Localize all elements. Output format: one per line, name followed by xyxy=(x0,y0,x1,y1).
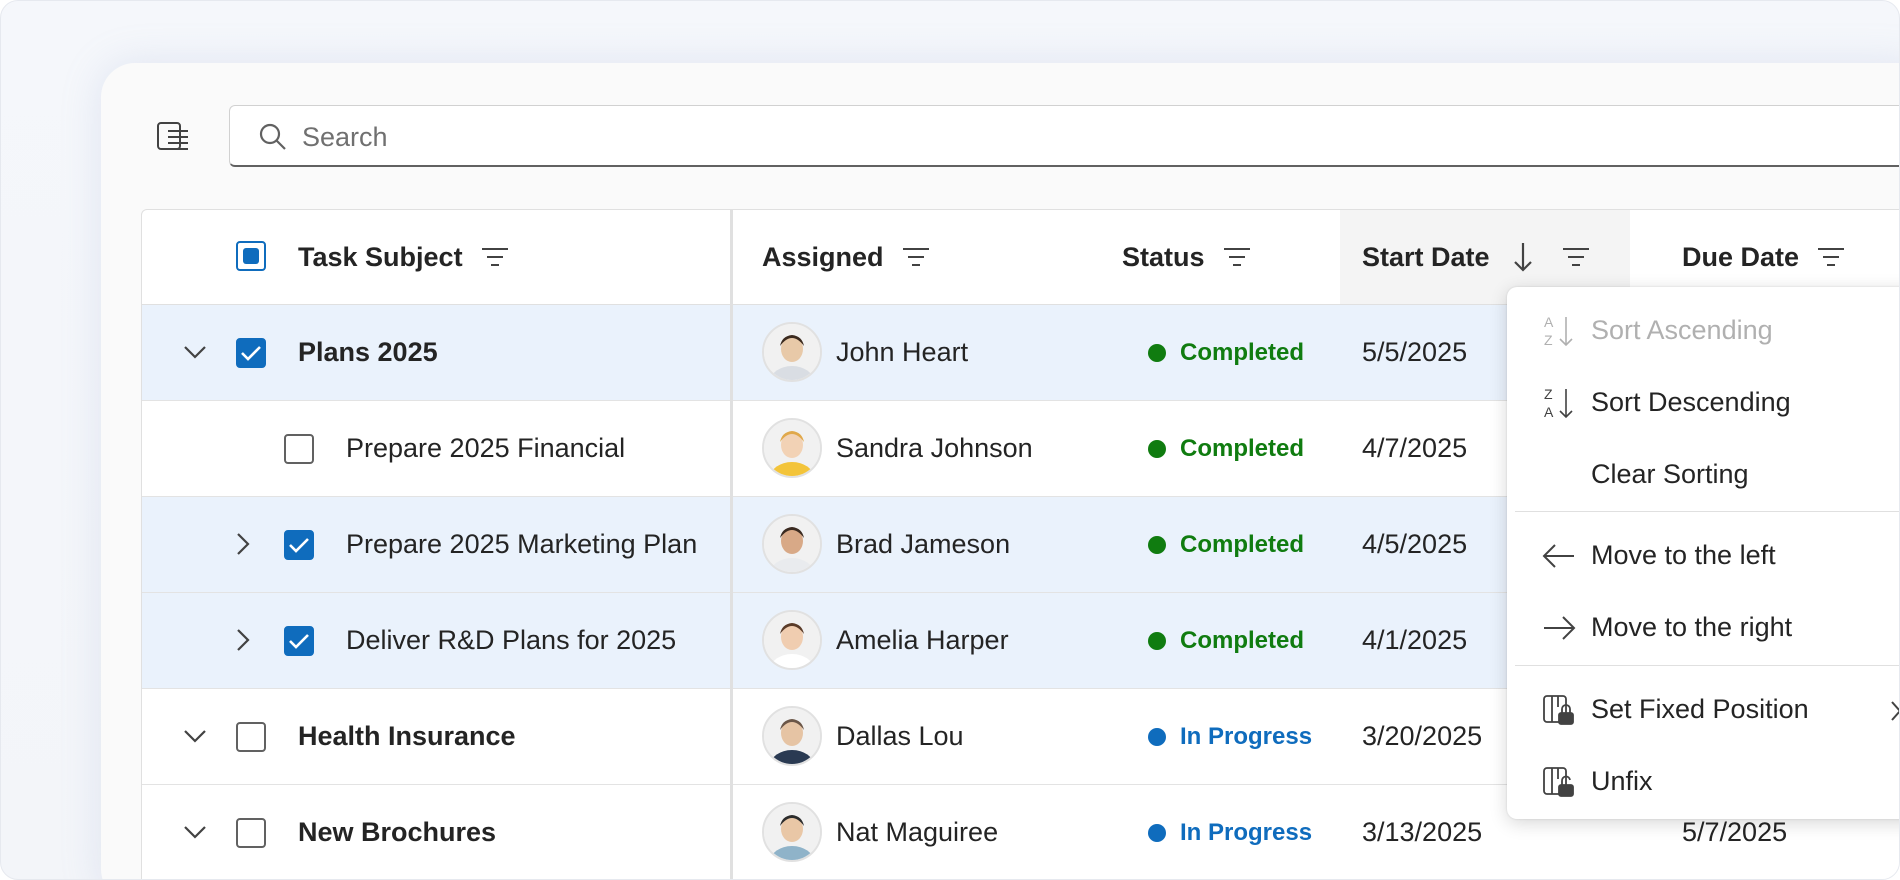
assigned-name: Sandra Johnson xyxy=(836,433,1033,463)
column-lock-icon xyxy=(1541,692,1577,728)
search-icon xyxy=(258,122,288,157)
assigned-name: Brad Jameson xyxy=(836,529,1011,559)
table-row[interactable]: New Brochures Nat Maguiree In Progress 3/13… xyxy=(142,785,1899,879)
status-badge: Completed xyxy=(1180,434,1305,462)
column-header-start-date[interactable]: Start Date xyxy=(1340,210,1630,304)
due-date: 5/7/2025 xyxy=(1682,817,1788,847)
column-header-task-subject[interactable]: Task Subject xyxy=(298,210,509,304)
column-header-due-date[interactable]: Due Date xyxy=(1682,210,1845,304)
sort-ascending-icon: A Z xyxy=(1541,313,1577,349)
start-date: 5/5/2025 xyxy=(1362,337,1468,367)
menu-item-sort-ascending[interactable]: A Z Sort Ascending xyxy=(1507,295,1899,365)
avatar xyxy=(762,514,822,574)
select-all-checkbox[interactable] xyxy=(236,241,266,271)
start-date: 4/1/2025 xyxy=(1362,625,1468,655)
chevron-right-icon[interactable] xyxy=(230,531,256,557)
chevron-down-icon[interactable] xyxy=(182,339,208,365)
filter-icon[interactable] xyxy=(1817,246,1845,268)
row-checkbox[interactable] xyxy=(284,626,314,656)
status-badge: In Progress xyxy=(1180,818,1313,846)
status-cell: In Progress xyxy=(1148,785,1313,879)
status-badge: Completed xyxy=(1180,626,1305,654)
table-row[interactable]: Prepare 2025 Financial Sandra Johnson Comp… xyxy=(142,401,1899,497)
status-dot xyxy=(1148,535,1166,554)
grid-header: Task Subject Assigned Status xyxy=(142,210,1899,305)
svg-text:A: A xyxy=(1544,314,1554,330)
sort-descending-arrow-icon[interactable] xyxy=(1512,241,1534,273)
fixed-column-separator[interactable] xyxy=(730,210,733,879)
status-cell: Completed xyxy=(1148,593,1304,688)
row-checkbox[interactable] xyxy=(236,722,266,752)
arrow-right-icon xyxy=(1541,610,1577,646)
svg-text:Z: Z xyxy=(1544,332,1553,348)
status-dot xyxy=(1148,631,1166,650)
status-dot xyxy=(1148,823,1166,842)
filter-icon[interactable] xyxy=(902,246,930,268)
row-checkbox[interactable] xyxy=(284,530,314,560)
search-input[interactable] xyxy=(300,116,904,158)
menu-item-unfix[interactable]: Unfix xyxy=(1507,746,1899,816)
chevron-down-icon[interactable] xyxy=(182,819,208,845)
assigned-name: Amelia Harper xyxy=(836,625,1009,655)
avatar xyxy=(762,418,822,478)
column-unlock-icon xyxy=(1541,764,1577,800)
menu-item-sort-descending[interactable]: Z A Sort Descending xyxy=(1507,367,1899,437)
start-date: 3/13/2025 xyxy=(1362,817,1483,847)
status-dot xyxy=(1148,343,1166,362)
search-box[interactable] xyxy=(229,105,1899,167)
status-cell: Completed xyxy=(1148,401,1304,496)
chevron-down-icon[interactable] xyxy=(182,723,208,749)
status-dot xyxy=(1148,727,1166,746)
column-context-menu: A Z Sort Ascending Z A Sort Descending C… xyxy=(1507,287,1899,819)
avatar xyxy=(762,706,822,766)
task-subject: Prepare 2025 Marketing Plan xyxy=(346,529,698,559)
row-checkbox[interactable] xyxy=(284,434,314,464)
menu-item-set-fixed-position[interactable]: Set Fixed Position xyxy=(1507,674,1899,744)
menu-divider xyxy=(1515,511,1899,512)
task-subject: Deliver R&D Plans for 2025 xyxy=(346,625,677,655)
arrow-left-icon xyxy=(1541,538,1577,574)
svg-text:A: A xyxy=(1544,404,1554,420)
task-subject: Plans 2025 xyxy=(298,337,438,367)
column-chooser-icon[interactable] xyxy=(155,119,191,155)
avatar xyxy=(762,322,822,382)
task-subject: Prepare 2025 Financial xyxy=(346,433,626,463)
menu-item-move-right[interactable]: Move to the right xyxy=(1507,592,1899,662)
avatar xyxy=(762,610,822,670)
row-checkbox[interactable] xyxy=(236,818,266,848)
status-cell: In Progress xyxy=(1148,689,1312,784)
avatar xyxy=(762,802,822,862)
start-date: 4/7/2025 xyxy=(1362,433,1468,463)
filter-icon[interactable] xyxy=(481,246,509,268)
table-row[interactable]: Health Insurance Dallas Lou In Progress 3/2… xyxy=(142,689,1899,785)
status-badge: Completed xyxy=(1180,530,1305,558)
menu-item-move-left[interactable]: Move to the left xyxy=(1507,520,1899,590)
filter-icon[interactable] xyxy=(1223,246,1251,268)
start-date: 3/20/2025 xyxy=(1362,721,1483,751)
menu-divider xyxy=(1515,665,1899,666)
status-badge: In Progress xyxy=(1180,722,1313,750)
status-cell: Completed xyxy=(1148,305,1304,400)
task-subject: New Brochures xyxy=(298,817,497,847)
status-dot xyxy=(1148,439,1166,458)
filter-icon[interactable] xyxy=(1562,246,1590,268)
assigned-name: John Heart xyxy=(836,337,969,367)
status-badge: Completed xyxy=(1180,338,1305,366)
chevron-right-icon[interactable] xyxy=(230,627,256,653)
sort-descending-icon: Z A xyxy=(1541,385,1577,421)
menu-item-clear-sorting[interactable]: Clear Sorting xyxy=(1591,458,1749,489)
task-subject: Health Insurance xyxy=(298,721,516,751)
status-cell: Completed xyxy=(1148,497,1304,592)
assigned-name: Nat Maguiree xyxy=(836,817,999,847)
chevron-right-icon xyxy=(1889,698,1899,729)
column-header-assigned[interactable]: Assigned xyxy=(762,210,930,304)
start-date: 4/5/2025 xyxy=(1362,529,1468,559)
assigned-name: Dallas Lou xyxy=(836,721,964,751)
row-checkbox[interactable] xyxy=(236,338,266,368)
svg-text:Z: Z xyxy=(1544,386,1553,402)
column-header-status[interactable]: Status xyxy=(1122,210,1251,304)
